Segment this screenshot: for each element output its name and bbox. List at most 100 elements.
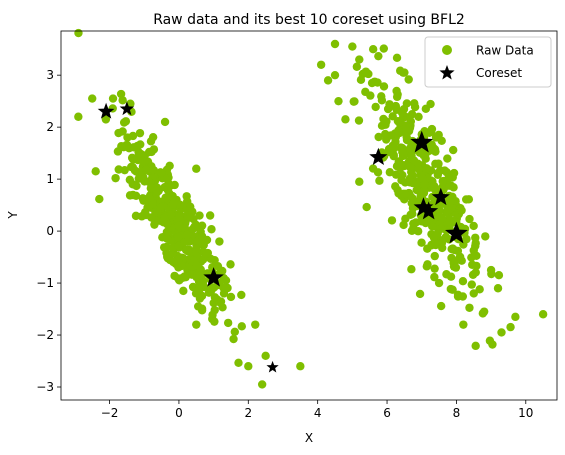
raw-data-point — [237, 322, 246, 331]
raw-data-point — [407, 110, 417, 119]
raw-data-point — [370, 77, 379, 87]
raw-data-point — [234, 358, 243, 367]
coreset-points — [97, 101, 468, 373]
raw-data-point — [229, 334, 238, 344]
raw-data-point — [175, 200, 185, 210]
raw-data-point — [486, 265, 496, 275]
plot-area — [60, 28, 558, 401]
chart-title: Raw data and its best 10 coreset using B… — [153, 12, 465, 28]
x-tick-label: 2 — [244, 406, 252, 420]
raw-data-point — [348, 42, 357, 51]
raw-data-point — [114, 165, 123, 174]
raw-data-point — [88, 94, 97, 103]
raw-data-point — [175, 212, 184, 221]
raw-data-point — [185, 213, 195, 222]
raw-data-point — [436, 301, 446, 311]
raw-data-point — [180, 272, 189, 281]
raw-data-point — [511, 312, 520, 322]
coreset-star-marker — [445, 221, 468, 244]
raw-data-point — [213, 261, 223, 271]
raw-data-point — [108, 94, 118, 103]
raw-data-point — [413, 227, 423, 236]
raw-data-point — [95, 194, 104, 204]
raw-data-point — [168, 191, 177, 201]
raw-data-point — [426, 127, 436, 136]
coreset-star-marker — [266, 360, 279, 373]
raw-data-point — [392, 92, 402, 102]
raw-data-point — [396, 160, 406, 169]
raw-data-point — [433, 170, 443, 179]
raw-data-point — [392, 53, 402, 63]
raw-data-point — [125, 175, 135, 185]
raw-data-point — [371, 102, 380, 112]
raw-data-point — [398, 147, 407, 157]
coreset-star-marker — [119, 101, 135, 116]
raw-data-point — [182, 230, 192, 240]
raw-data-point — [404, 75, 413, 84]
raw-data-point — [159, 243, 169, 252]
raw-data-point — [131, 211, 141, 221]
raw-data-point — [455, 253, 465, 262]
y-tick-label: −2 — [36, 328, 54, 342]
raw-data-points — [74, 28, 548, 389]
raw-data-point — [141, 165, 151, 175]
raw-data-point — [244, 362, 253, 371]
raw-data-point — [257, 380, 267, 389]
raw-data-point — [385, 168, 395, 177]
raw-data-point — [459, 240, 468, 249]
raw-data-point — [414, 165, 424, 174]
raw-data-point — [139, 156, 148, 166]
raw-data-point — [429, 233, 439, 242]
raw-data-point — [399, 220, 408, 230]
raw-data-point — [445, 191, 454, 201]
raw-data-point — [385, 147, 394, 157]
raw-data-point — [420, 180, 429, 189]
raw-data-point — [442, 168, 451, 177]
y-tick-label: 2 — [46, 120, 54, 134]
raw-data-point — [408, 209, 417, 219]
raw-data-point — [114, 128, 123, 138]
raw-data-point — [152, 185, 162, 195]
coreset-star-marker — [410, 130, 434, 153]
raw-data-point — [414, 112, 423, 122]
raw-data-point — [434, 278, 444, 288]
raw-data-point — [323, 76, 333, 85]
raw-data-point — [465, 303, 474, 312]
coreset-star-marker — [413, 197, 434, 217]
raw-data-point — [166, 210, 176, 219]
raw-data-point — [442, 270, 451, 279]
raw-data-point — [210, 293, 220, 302]
y-tick-label: 3 — [46, 68, 54, 82]
raw-data-point — [207, 225, 216, 234]
raw-data-point — [387, 216, 397, 225]
raw-data-point — [74, 28, 83, 38]
raw-data-point — [237, 290, 246, 300]
raw-data-point — [412, 185, 421, 195]
raw-data-point — [361, 67, 371, 76]
raw-data-point — [471, 268, 480, 277]
raw-data-point — [157, 168, 166, 178]
x-tick-label: 0 — [175, 406, 183, 420]
raw-data-point — [422, 164, 431, 173]
raw-data-point — [434, 159, 443, 168]
raw-data-point — [195, 211, 204, 220]
coreset-star-marker — [369, 147, 388, 166]
raw-data-point — [355, 177, 364, 186]
raw-data-point — [464, 195, 474, 204]
raw-data-point — [165, 161, 174, 170]
raw-data-point — [131, 191, 141, 201]
raw-data-point — [426, 99, 435, 109]
raw-data-point — [219, 289, 229, 298]
raw-data-point — [128, 155, 138, 164]
raw-data-point — [397, 108, 407, 118]
raw-data-point — [458, 277, 468, 286]
raw-data-point — [394, 126, 403, 135]
raw-data-point — [362, 202, 371, 212]
raw-data-point — [428, 222, 437, 231]
raw-data-point — [494, 270, 504, 280]
legend-box — [424, 36, 552, 88]
raw-data-point — [91, 167, 100, 176]
raw-data-point — [449, 183, 458, 192]
raw-data-point — [438, 243, 447, 253]
